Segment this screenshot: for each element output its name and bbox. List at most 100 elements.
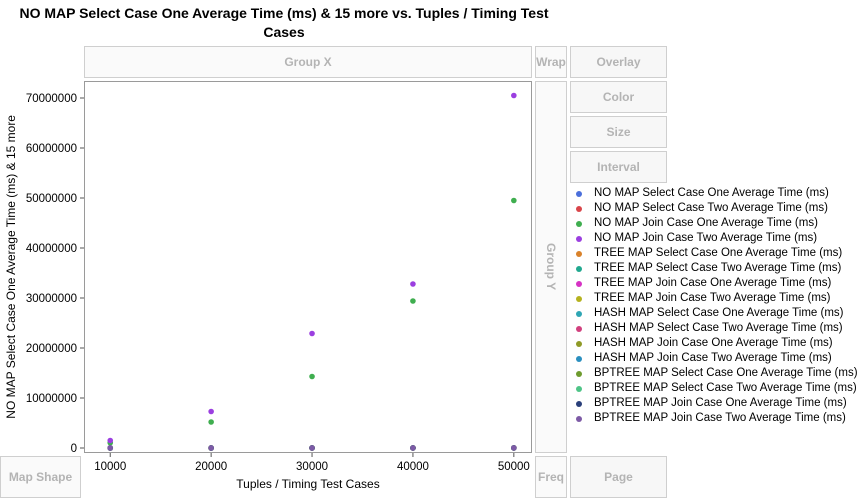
legend-label: TREE MAP Select Case One Average Time (m… — [594, 247, 843, 259]
legend-marker — [576, 355, 582, 362]
y-tick-label: 60000000 — [26, 143, 77, 155]
map-shape-label: Map Shape — [8, 470, 73, 484]
group-x-zone[interactable]: Group X — [84, 46, 532, 78]
data-point[interactable] — [511, 445, 517, 451]
y-tick-label: 20000000 — [26, 343, 77, 355]
data-point[interactable] — [309, 445, 315, 451]
legend-label: NO MAP Join Case Two Average Time (ms) — [594, 232, 818, 244]
data-point[interactable] — [511, 92, 517, 99]
y-axis-label: NO MAP Select Case One Average Time (ms)… — [4, 115, 18, 419]
overlay-label: Overlay — [596, 55, 641, 69]
legend-marker — [576, 295, 582, 302]
color-label: Color — [602, 90, 635, 104]
y-tick-label: 50000000 — [26, 193, 77, 205]
y-axis-label-container: NO MAP Select Case One Average Time (ms)… — [3, 81, 19, 453]
legend-label: HASH MAP Select Case One Average Time (m… — [594, 307, 844, 319]
interval-zone[interactable]: Interval — [570, 151, 667, 183]
legend-marker — [576, 220, 582, 227]
legend-label: BPTREE MAP Select Case Two Average Time … — [594, 382, 857, 394]
legend-marker — [576, 190, 582, 197]
group-y-zone[interactable]: Group Y — [535, 81, 567, 453]
data-point[interactable] — [511, 197, 517, 204]
legend-marker — [576, 235, 582, 242]
legend-item[interactable]: TREE MAP Join Case Two Average Time (ms) — [576, 291, 858, 306]
legend-item[interactable]: HASH MAP Join Case Two Average Time (ms) — [576, 351, 858, 366]
x-tick-label: 50000 — [498, 461, 530, 473]
legend-marker — [576, 280, 582, 287]
x-tick-label: 30000 — [296, 461, 328, 473]
legend-item[interactable]: BPTREE MAP Join Case One Average Time (m… — [576, 396, 858, 411]
legend-item[interactable]: TREE MAP Select Case One Average Time (m… — [576, 246, 858, 261]
legend-marker — [576, 265, 582, 272]
size-label: Size — [606, 125, 631, 139]
legend-label: HASH MAP Join Case Two Average Time (ms) — [594, 352, 832, 364]
legend-item[interactable]: TREE MAP Join Case One Average Time (ms) — [576, 276, 858, 291]
wrap-label: Wrap — [536, 55, 566, 69]
legend-label: TREE MAP Join Case One Average Time (ms) — [594, 277, 832, 289]
legend-item[interactable]: BPTREE MAP Join Case Two Average Time (m… — [576, 411, 858, 426]
x-tick-label: 20000 — [195, 461, 227, 473]
y-tick-label: 30000000 — [26, 293, 77, 305]
legend-label: BPTREE MAP Join Case Two Average Time (m… — [594, 412, 846, 424]
legend-item[interactable]: NO MAP Join Case Two Average Time (ms) — [576, 231, 858, 246]
plot-area — [84, 81, 532, 453]
legend-label: NO MAP Select Case One Average Time (ms) — [594, 187, 829, 199]
legend-item[interactable]: HASH MAP Select Case Two Average Time (m… — [576, 321, 858, 336]
data-point[interactable] — [410, 445, 416, 451]
legend-label: TREE MAP Select Case Two Average Time (m… — [594, 262, 842, 274]
chart-title: NO MAP Select Case One Average Time (ms)… — [19, 5, 549, 40]
legend-item[interactable]: NO MAP Select Case One Average Time (ms) — [576, 186, 858, 201]
legend-label: HASH MAP Join Case One Average Time (ms) — [594, 337, 833, 349]
legend-item[interactable]: TREE MAP Select Case Two Average Time (m… — [576, 261, 858, 276]
legend-label: NO MAP Select Case Two Average Time (ms) — [594, 202, 828, 214]
legend-marker — [576, 205, 582, 212]
data-point[interactable] — [309, 373, 315, 380]
freq-label: Freq — [537, 470, 564, 484]
x-tick-label: 10000 — [94, 461, 126, 473]
legend-marker — [576, 415, 582, 422]
legend-marker — [576, 250, 582, 257]
y-tick-label: 10000000 — [26, 393, 77, 405]
interval-label: Interval — [597, 160, 640, 174]
map-shape-zone[interactable]: Map Shape — [0, 456, 81, 498]
data-point[interactable] — [107, 437, 114, 444]
group-y-label: Group Y — [544, 243, 558, 291]
legend-item[interactable]: NO MAP Join Case One Average Time (ms) — [576, 216, 858, 231]
legend-label: TREE MAP Join Case Two Average Time (ms) — [594, 292, 831, 304]
freq-zone[interactable]: Freq — [535, 456, 567, 498]
legend-marker — [576, 340, 582, 347]
legend-marker — [576, 370, 582, 377]
legend-item[interactable]: HASH MAP Join Case One Average Time (ms) — [576, 336, 858, 351]
data-point[interactable] — [208, 445, 214, 451]
legend-label: BPTREE MAP Select Case One Average Time … — [594, 367, 858, 379]
legend-label: NO MAP Join Case One Average Time (ms) — [594, 217, 818, 229]
data-point[interactable] — [107, 445, 114, 451]
data-point[interactable] — [410, 281, 416, 287]
data-point[interactable] — [208, 419, 214, 425]
page-label: Page — [604, 470, 633, 484]
y-tick-label: 70000000 — [26, 93, 77, 105]
legend-item[interactable]: BPTREE MAP Select Case Two Average Time … — [576, 381, 858, 396]
data-point[interactable] — [208, 408, 214, 415]
x-tick-label: 40000 — [397, 461, 429, 473]
legend-marker — [576, 385, 582, 392]
size-zone[interactable]: Size — [570, 116, 667, 148]
overlay-zone[interactable]: Overlay — [570, 46, 667, 78]
legend-marker — [576, 310, 582, 317]
y-tick-label: 40000000 — [26, 243, 77, 255]
group-x-label: Group X — [284, 55, 332, 69]
legend-item[interactable]: HASH MAP Select Case One Average Time (m… — [576, 306, 858, 321]
legend-item[interactable]: NO MAP Select Case Two Average Time (ms) — [576, 201, 858, 216]
y-tick-label: 0 — [71, 443, 77, 455]
color-zone[interactable]: Color — [570, 81, 667, 113]
data-point[interactable] — [309, 330, 315, 337]
data-point[interactable] — [410, 298, 416, 304]
legend-label: BPTREE MAP Join Case One Average Time (m… — [594, 397, 847, 409]
legend-marker — [576, 325, 582, 332]
wrap-zone[interactable]: Wrap — [535, 46, 567, 78]
chart-legend: NO MAP Select Case One Average Time (ms)… — [576, 186, 858, 426]
x-axis-label: Tuples / Timing Test Cases — [236, 477, 380, 491]
legend-item[interactable]: BPTREE MAP Select Case One Average Time … — [576, 366, 858, 381]
legend-label: HASH MAP Select Case Two Average Time (m… — [594, 322, 843, 334]
